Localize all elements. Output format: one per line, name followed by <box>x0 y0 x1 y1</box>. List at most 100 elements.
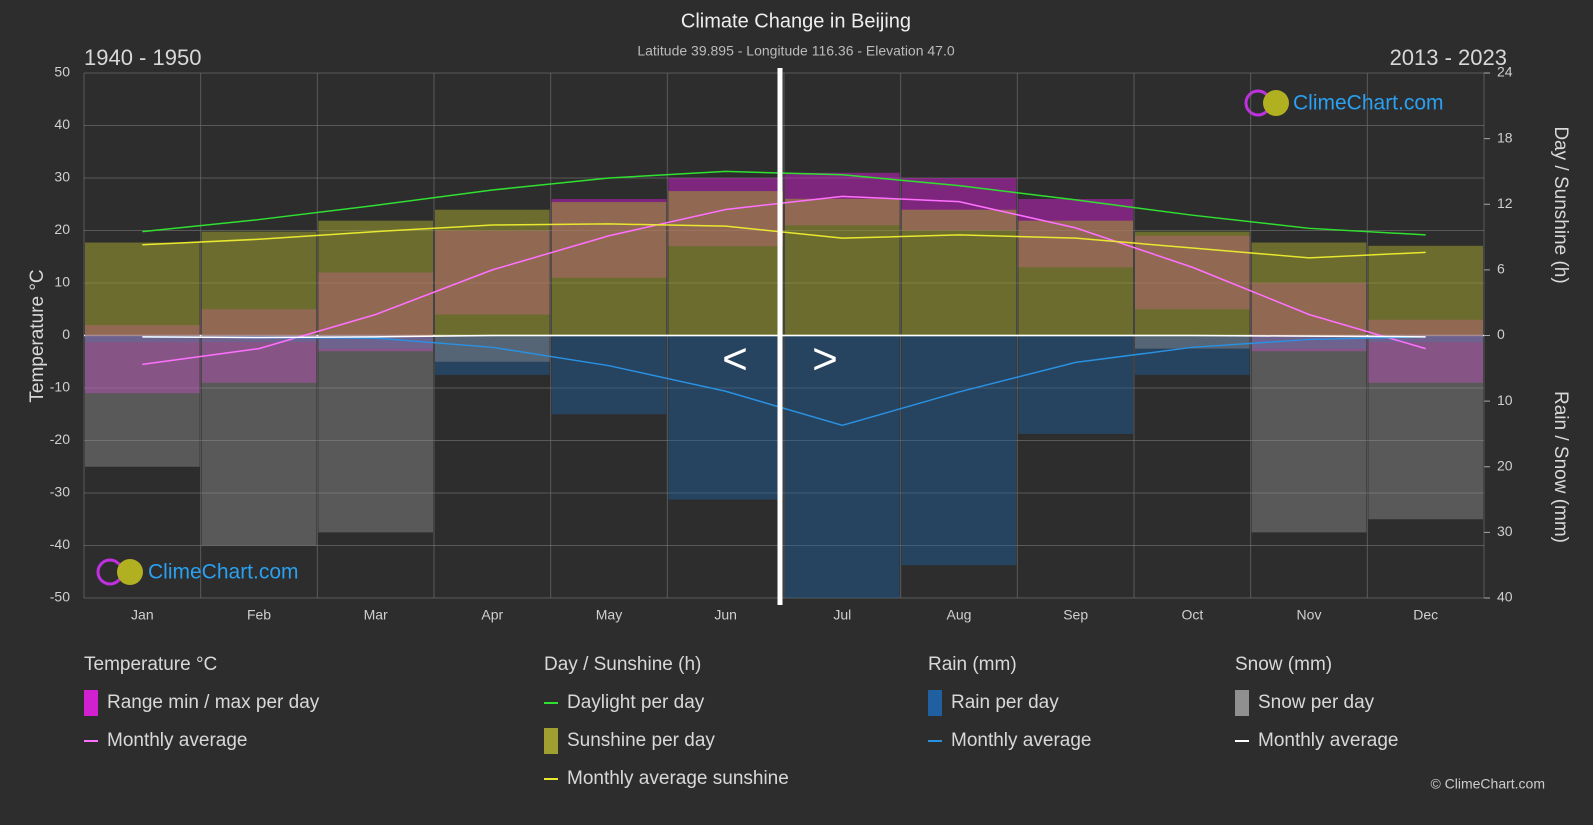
legend-title: Day / Sunshine (h) <box>544 654 701 675</box>
bar <box>318 335 433 349</box>
chart-title: Climate Change in Beijing <box>681 10 911 32</box>
bar <box>901 335 1017 566</box>
bar <box>1368 335 1483 343</box>
bar <box>785 335 900 598</box>
y2-axis-label: Day / Sunshine (h) <box>1550 126 1571 283</box>
logo-top: ClimeChart.com <box>1244 89 1444 117</box>
legend-label: Monthly average sunshine <box>567 768 789 789</box>
bar <box>201 335 317 343</box>
bar <box>85 242 200 336</box>
bar <box>551 335 667 415</box>
x-tick-label: Apr <box>481 607 503 623</box>
bar <box>435 209 550 336</box>
period-right: 2013 - 2023 <box>1390 45 1507 70</box>
logo-bottom: ClimeChart.com <box>96 558 299 586</box>
y3-tick-label: 30 <box>1497 523 1513 539</box>
bar <box>318 335 433 533</box>
y3-tick-label: 10 <box>1497 392 1513 408</box>
bar <box>1368 335 1483 520</box>
bar <box>785 198 900 336</box>
x-tick-label: Jan <box>131 607 154 623</box>
y2-tick-label: 24 <box>1497 64 1513 80</box>
bar <box>668 335 783 500</box>
y-tick-label: -50 <box>50 589 70 605</box>
bar <box>85 335 200 343</box>
bar <box>1135 335 1250 375</box>
bar <box>201 231 317 336</box>
x-tick-label: Aug <box>947 607 972 623</box>
x-tick-label: Jun <box>714 607 737 623</box>
bar <box>1135 231 1250 336</box>
nav-left[interactable]: < <box>722 335 748 384</box>
legend-label: Snow per day <box>1258 692 1375 713</box>
bar <box>668 191 783 336</box>
x-tick-label: Nov <box>1297 607 1322 623</box>
y-tick-label: 10 <box>54 274 70 290</box>
legend-swatch <box>84 690 98 716</box>
legend-swatch <box>544 728 558 754</box>
x-tick-label: Mar <box>364 607 388 623</box>
y3-tick-label: 40 <box>1497 589 1513 605</box>
bar <box>201 335 317 546</box>
legend-label: Sunshine per day <box>567 730 715 751</box>
y-tick-label: 40 <box>54 116 70 132</box>
y3-tick-label: 20 <box>1497 457 1513 473</box>
x-tick-label: May <box>596 607 622 623</box>
period-left: 1940 - 1950 <box>84 45 201 70</box>
bar <box>85 335 200 467</box>
line <box>142 223 1426 259</box>
copyright: © ClimeChart.com <box>1430 776 1545 792</box>
logo-text: ClimeChart.com <box>148 561 299 584</box>
bar <box>1368 245 1483 336</box>
legend-title: Rain (mm) <box>928 654 1017 675</box>
y-tick-label: -10 <box>50 379 70 395</box>
bar <box>435 335 550 362</box>
legend-swatch <box>1235 690 1249 716</box>
x-tick-label: Jul <box>833 607 851 623</box>
legend-title: Temperature °C <box>84 654 217 675</box>
bar <box>318 220 433 336</box>
legend-label: Monthly average <box>951 730 1091 751</box>
x-tick-label: Oct <box>1181 607 1203 623</box>
logo-icon <box>117 559 143 585</box>
x-tick-label: Dec <box>1413 607 1438 623</box>
legend-label: Rain per day <box>951 692 1059 713</box>
y-tick-label: -40 <box>50 536 70 552</box>
y-tick-label: -20 <box>50 431 70 447</box>
line <box>142 334 1426 339</box>
legend-label: Daylight per day <box>567 692 705 713</box>
y2-tick-label: 18 <box>1497 129 1513 145</box>
y-tick-label: -30 <box>50 484 70 500</box>
y2-tick-label: 12 <box>1497 195 1513 211</box>
y2-tick-label: 0 <box>1497 326 1505 342</box>
y-tick-label: 20 <box>54 221 70 237</box>
y2-tick-label: 6 <box>1497 261 1505 277</box>
legend-label: Monthly average <box>1258 730 1398 751</box>
bar <box>901 209 1017 336</box>
line <box>142 170 1426 236</box>
y-tick-label: 30 <box>54 169 70 185</box>
legend-swatch <box>928 690 942 716</box>
legend-label: Range min / max per day <box>107 692 320 713</box>
bar <box>1251 335 1367 533</box>
bar <box>551 202 667 336</box>
y-tick-label: 0 <box>62 326 70 342</box>
x-tick-label: Feb <box>247 607 271 623</box>
bar <box>1018 220 1133 336</box>
nav-right[interactable]: > <box>812 335 838 384</box>
y-axis-label: Temperature °C <box>27 269 48 402</box>
chart-subtitle: Latitude 39.895 - Longitude 116.36 - Ele… <box>637 43 955 59</box>
bar <box>435 335 550 375</box>
line <box>142 336 1426 427</box>
logo-text: ClimeChart.com <box>1293 92 1444 115</box>
data-marks <box>85 170 1483 598</box>
y-tick-label: 50 <box>54 64 70 80</box>
legend-label: Monthly average <box>107 730 247 751</box>
legend-title: Snow (mm) <box>1235 654 1332 675</box>
line <box>142 195 1426 366</box>
logo-icon <box>1263 90 1289 116</box>
x-tick-label: Sep <box>1063 607 1088 623</box>
bar <box>1018 335 1133 434</box>
y3-axis-label: Rain / Snow (mm) <box>1550 391 1571 543</box>
